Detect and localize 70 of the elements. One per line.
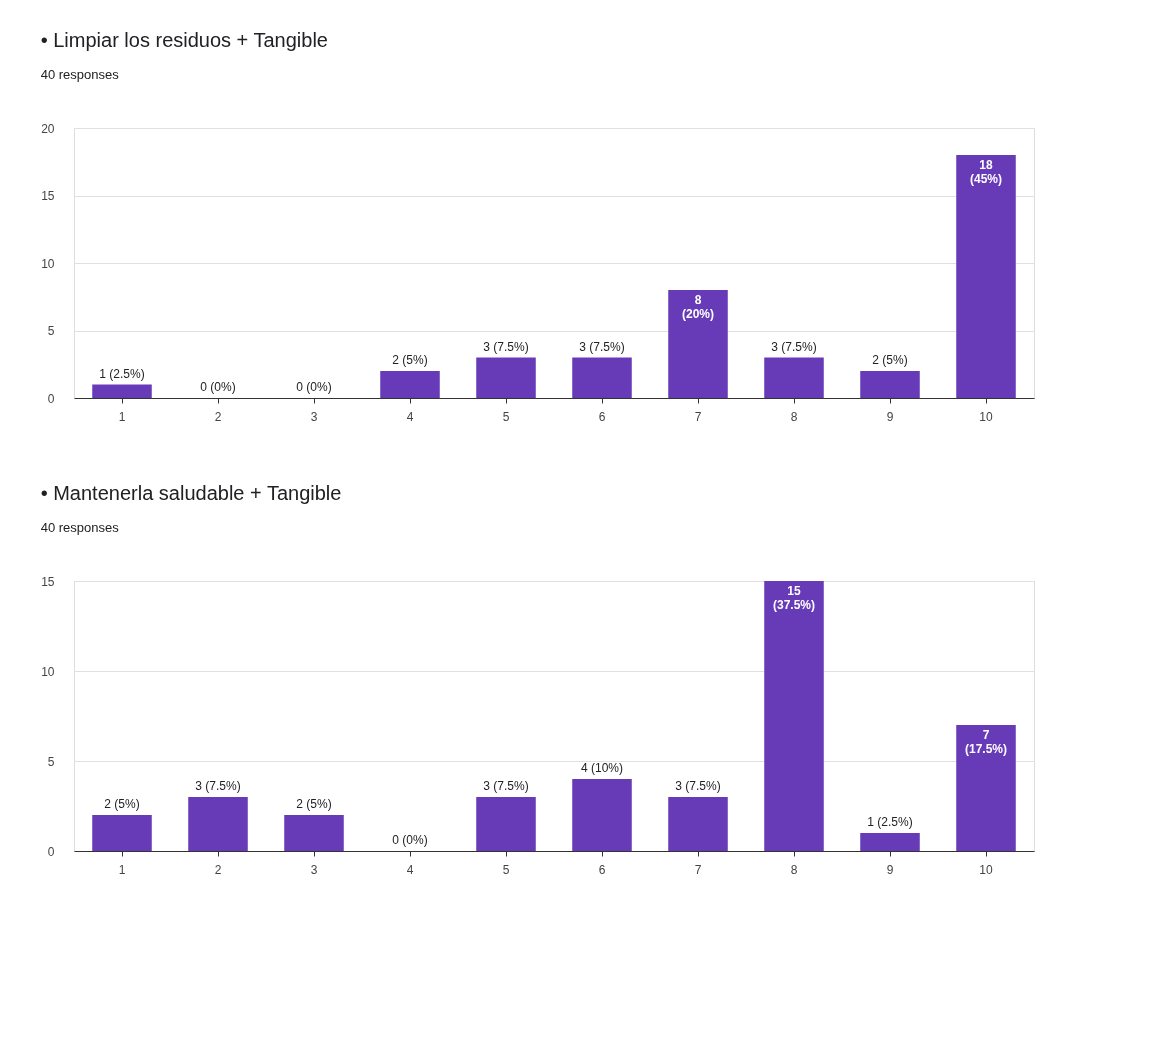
y-tick-label: 20	[41, 121, 55, 136]
chart-subtitle: 40 responses	[40, 520, 120, 535]
x-tick-label: 8	[790, 862, 798, 877]
data-label: 2 (5%)	[296, 797, 332, 811]
data-label: 2 (5%)	[872, 353, 908, 367]
y-tick-label: 5	[47, 324, 55, 338]
data-label: 3 (7.5%)	[483, 339, 529, 354]
y-tick-label: 10	[41, 256, 55, 271]
data-label: 3 (7.5%)	[771, 339, 817, 354]
chart-title: • Mantenerla saludable + Tangible	[40, 482, 342, 504]
x-tick-label: 1	[118, 409, 126, 424]
bar	[956, 725, 1016, 851]
x-tick-label: 7	[694, 862, 702, 877]
y-tick-label: 15	[41, 574, 55, 589]
data-label: 4 (10%)	[580, 761, 624, 775]
x-tick-label: 5	[502, 862, 510, 877]
x-tick-label: 9	[886, 409, 894, 424]
bar	[572, 779, 632, 851]
y-tick-label: 5	[47, 754, 55, 769]
y-tick-label: 0	[47, 391, 55, 406]
y-tick-label: 15	[41, 189, 55, 203]
bar	[92, 384, 152, 398]
x-tick-label: 8	[790, 409, 798, 424]
x-tick-label: 1	[118, 862, 126, 877]
data-label: 2 (5%)	[104, 797, 140, 811]
data-label: 1 (2.5%)	[99, 366, 145, 381]
bar	[284, 815, 344, 851]
data-label: 2 (5%)	[392, 353, 428, 367]
x-tick-label: 6	[598, 862, 606, 877]
x-tick-label: 2	[214, 862, 222, 877]
data-label: 0 (0%)	[200, 380, 236, 394]
y-tick-label: 0	[47, 844, 55, 859]
x-tick-label: 9	[886, 862, 894, 877]
bar	[668, 290, 728, 398]
data-label: 15 (37.5%)	[772, 584, 816, 612]
chart-title: • Limpiar los residuos + Tangible	[40, 29, 328, 51]
bar	[764, 357, 824, 398]
data-label: 0 (0%)	[296, 380, 332, 394]
bar	[188, 797, 248, 851]
data-label: 8 (20%)	[681, 293, 715, 321]
x-tick-label: 4	[406, 409, 414, 424]
x-tick-label: 7	[694, 409, 702, 424]
x-tick-label: 3	[310, 862, 318, 877]
data-label: 18 (45%)	[969, 158, 1003, 186]
data-label: 7 (17.5%)	[964, 728, 1008, 756]
x-tick-label: 6	[598, 409, 606, 424]
bar	[956, 155, 1016, 398]
data-label: 3 (7.5%)	[195, 779, 241, 793]
data-label: 1 (2.5%)	[867, 815, 913, 829]
data-label: 0 (0%)	[392, 833, 428, 847]
x-tick-label: 10	[979, 862, 993, 877]
bar	[380, 371, 440, 398]
x-tick-label: 2	[214, 409, 222, 424]
chart-subtitle: 40 responses	[40, 67, 120, 82]
bar	[476, 357, 536, 398]
bar	[860, 833, 920, 851]
x-tick-label: 5	[502, 409, 510, 424]
data-label: 3 (7.5%)	[579, 339, 625, 354]
bar	[764, 581, 824, 851]
bar	[860, 371, 920, 398]
y-tick-label: 10	[41, 664, 55, 679]
data-label: 3 (7.5%)	[483, 779, 529, 793]
x-tick-label: 4	[406, 862, 414, 877]
bar	[572, 357, 632, 398]
data-label: 3 (7.5%)	[675, 779, 721, 793]
bar	[476, 797, 536, 851]
x-tick-label: 10	[979, 409, 993, 424]
bar	[668, 797, 728, 851]
bar	[92, 815, 152, 851]
x-tick-label: 3	[310, 409, 318, 424]
